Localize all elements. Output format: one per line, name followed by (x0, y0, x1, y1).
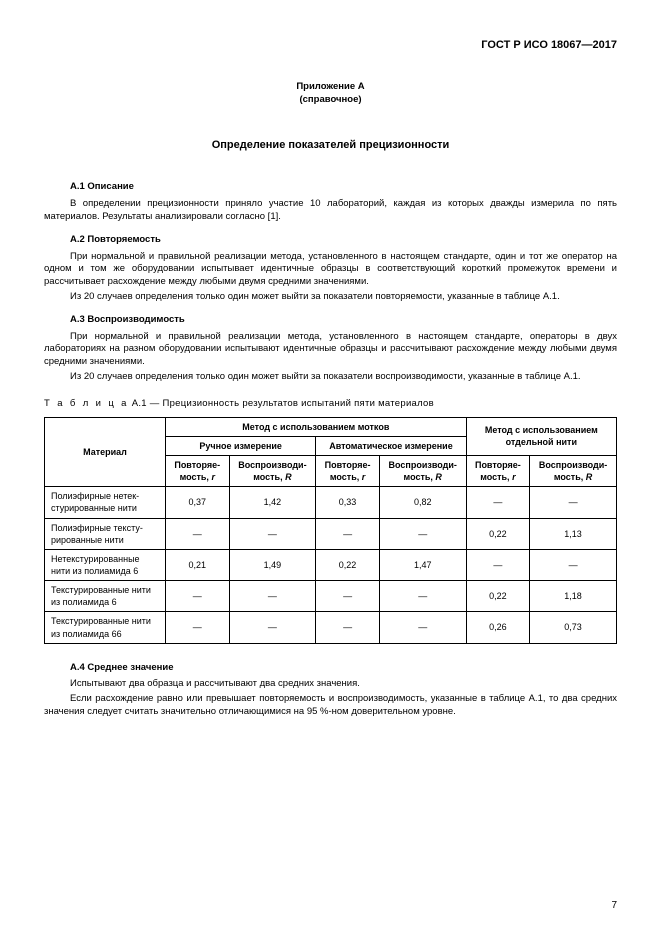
section-a3-heading: А.3 Воспроизводимость (44, 314, 617, 327)
table-caption-prefix: Т а б л и ц а (44, 398, 129, 409)
cell-value: 1,13 (530, 518, 617, 549)
appendix-title: Приложение А (44, 81, 617, 94)
col-manual-r: Повторяе-мость, r (166, 455, 230, 486)
cell-value: — (530, 549, 617, 580)
cell-value: — (229, 612, 316, 643)
section-a2-para-2: Из 20 случаев определения только один мо… (44, 291, 617, 304)
document-id: ГОСТ Р ИСО 18067—2017 (44, 38, 617, 53)
cell-value: 0,26 (466, 612, 530, 643)
cell-value: 0,22 (316, 549, 380, 580)
cell-value: — (379, 612, 466, 643)
main-heading: Определение показателей прецизионности (44, 138, 617, 153)
cell-value: — (530, 487, 617, 518)
col-auto-R: Воспроизводи-мость, R (379, 455, 466, 486)
table-caption: Т а б л и ц а А.1 — Прецизионность резул… (44, 398, 617, 411)
cell-value: — (229, 581, 316, 612)
cell-material: Нетекстурированные нити из полиамида 6 (45, 549, 166, 580)
cell-value: — (379, 581, 466, 612)
cell-value: — (166, 581, 230, 612)
col-manual-R: Воспроизводи-мость, R (229, 455, 316, 486)
section-a4-para-1: Испытывают два образца и рассчитывают дв… (44, 678, 617, 691)
cell-value: 1,42 (229, 487, 316, 518)
section-a3-para-2: Из 20 случаев определения только один мо… (44, 371, 617, 384)
col-single-r: Повторяе-мость, r (466, 455, 530, 486)
cell-material: Полиэфирные тексту-рированные нити (45, 518, 166, 549)
cell-value: 1,18 (530, 581, 617, 612)
section-a4-para-2: Если расхождение равно или превышает пов… (44, 693, 617, 719)
cell-value: — (166, 612, 230, 643)
page: ГОСТ Р ИСО 18067—2017 Приложение А (спра… (0, 0, 661, 936)
cell-value: — (379, 518, 466, 549)
cell-value: 0,22 (466, 518, 530, 549)
col-auto: Автоматическое измерение (316, 436, 466, 455)
cell-material: Текстурированные нити из полиамида 66 (45, 612, 166, 643)
cell-value: 0,73 (530, 612, 617, 643)
col-manual: Ручное измерение (166, 436, 316, 455)
cell-value: — (316, 581, 380, 612)
table-head-row-1: Материал Метод с использованием мотков М… (45, 417, 617, 436)
cell-value: 0,37 (166, 487, 230, 518)
appendix-subtitle: (справочное) (44, 94, 617, 107)
cell-value: — (466, 549, 530, 580)
cell-material: Полиэфирные нетек-стурированные нити (45, 487, 166, 518)
col-auto-r: Повторяе-мость, r (316, 455, 380, 486)
col-method-skeins: Метод с использованием мотков (166, 417, 467, 436)
cell-material: Текстурированные нити из полиамида 6 (45, 581, 166, 612)
cell-value: 0,22 (466, 581, 530, 612)
section-a4-heading: А.4 Среднее значение (44, 662, 617, 675)
precision-table: Материал Метод с использованием мотков М… (44, 417, 617, 644)
col-method-single: Метод с использованием отдельной нити (466, 417, 616, 455)
cell-value: 1,47 (379, 549, 466, 580)
cell-value: — (466, 487, 530, 518)
page-number: 7 (611, 899, 617, 913)
cell-value: 0,33 (316, 487, 380, 518)
cell-value: 0,21 (166, 549, 230, 580)
col-material: Материал (45, 417, 166, 487)
table-row: Текстурированные нити из полиамида 66 — … (45, 612, 617, 643)
section-a2-para-1: При нормальной и правильной реализации м… (44, 251, 617, 289)
cell-value: — (316, 612, 380, 643)
table-row: Нетекстурированные нити из полиамида 6 0… (45, 549, 617, 580)
table-row: Полиэфирные тексту-рированные нити — — —… (45, 518, 617, 549)
cell-value: — (229, 518, 316, 549)
table-caption-rest: А.1 — Прецизионность результатов испытан… (129, 398, 434, 409)
cell-value: — (316, 518, 380, 549)
table-row: Текстурированные нити из полиамида 6 — —… (45, 581, 617, 612)
cell-value: 0,82 (379, 487, 466, 518)
section-a3-para-1: При нормальной и правильной реализации м… (44, 331, 617, 369)
section-a2-heading: А.2 Повторяемость (44, 234, 617, 247)
cell-value: — (166, 518, 230, 549)
table-row: Полиэфирные нетек-стурированные нити 0,3… (45, 487, 617, 518)
section-a1-para-1: В определении прецизионности приняло уча… (44, 198, 617, 224)
col-single-R: Воспроизводи-мость, R (530, 455, 617, 486)
table-body: Полиэфирные нетек-стурированные нити 0,3… (45, 487, 617, 643)
section-a1-heading: А.1 Описание (44, 181, 617, 194)
table-head: Материал Метод с использованием мотков М… (45, 417, 617, 487)
cell-value: 1,49 (229, 549, 316, 580)
